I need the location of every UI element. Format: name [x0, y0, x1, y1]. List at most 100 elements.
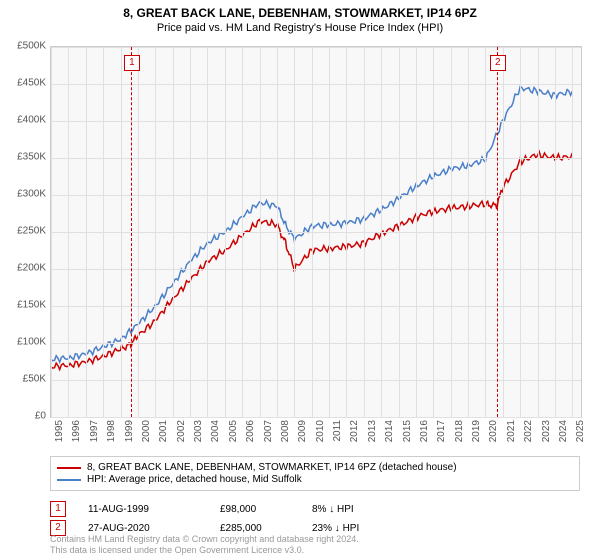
gridline-vertical	[294, 47, 295, 417]
x-axis-tick: 2017	[436, 420, 447, 442]
gridline-vertical	[155, 47, 156, 417]
gridline-vertical	[242, 47, 243, 417]
chart-footer: Contains HM Land Registry data © Crown c…	[50, 534, 359, 556]
x-axis-tick: 2018	[454, 420, 465, 442]
chart-container: 8, GREAT BACK LANE, DEBENHAM, STOWMARKET…	[0, 0, 600, 560]
gridline-vertical	[468, 47, 469, 417]
y-axis-tick: £200K	[4, 263, 46, 274]
sale-date: 27-AUG-2020	[88, 523, 198, 534]
gridline-vertical	[555, 47, 556, 417]
x-axis-tick: 2007	[263, 420, 274, 442]
gridline-vertical	[225, 47, 226, 417]
gridline-vertical	[346, 47, 347, 417]
legend-swatch-hpi	[57, 479, 81, 481]
gridline-vertical	[451, 47, 452, 417]
legend-swatch-property	[57, 467, 81, 469]
x-axis-tick: 2023	[541, 420, 552, 442]
gridline-vertical	[485, 47, 486, 417]
sale-marker-box: 2	[490, 55, 506, 71]
x-axis-tick: 2012	[349, 420, 360, 442]
gridline-vertical	[416, 47, 417, 417]
gridline-vertical	[86, 47, 87, 417]
footer-text: This data is licensed under the Open Gov…	[50, 545, 359, 556]
x-axis-tick: 2013	[367, 420, 378, 442]
legend-label: 8, GREAT BACK LANE, DEBENHAM, STOWMARKET…	[87, 462, 457, 473]
y-axis-tick: £150K	[4, 300, 46, 311]
x-axis-tick: 2024	[558, 420, 569, 442]
gridline-vertical	[520, 47, 521, 417]
x-axis-tick: 2004	[210, 420, 221, 442]
gridline-vertical	[381, 47, 382, 417]
chart-subtitle: Price paid vs. HM Land Registry's House …	[0, 20, 600, 38]
sale-marker-line	[497, 47, 498, 417]
x-axis-tick: 1995	[54, 420, 65, 442]
x-axis-tick: 2010	[315, 420, 326, 442]
x-axis-tick: 2020	[488, 420, 499, 442]
gridline-vertical	[572, 47, 573, 417]
gridline-vertical	[207, 47, 208, 417]
x-axis-tick: 1997	[89, 420, 100, 442]
chart-title: 8, GREAT BACK LANE, DEBENHAM, STOWMARKET…	[0, 0, 600, 20]
x-axis-tick: 2005	[228, 420, 239, 442]
y-axis-tick: £0	[4, 411, 46, 422]
y-axis-tick: £50K	[4, 374, 46, 385]
x-axis-tick: 2015	[402, 420, 413, 442]
gridline-vertical	[433, 47, 434, 417]
x-axis-tick: 2001	[158, 420, 169, 442]
gridline-vertical	[329, 47, 330, 417]
gridline-vertical	[68, 47, 69, 417]
sale-diff: 23% ↓ HPI	[312, 523, 402, 534]
gridline-vertical	[312, 47, 313, 417]
gridline-vertical	[121, 47, 122, 417]
gridline-vertical	[138, 47, 139, 417]
x-axis-tick: 2008	[280, 420, 291, 442]
x-axis-tick: 1999	[124, 420, 135, 442]
sale-diff: 8% ↓ HPI	[312, 504, 402, 515]
y-axis-tick: £500K	[4, 41, 46, 52]
x-axis-tick: 2002	[176, 420, 187, 442]
sale-row: 1 11-AUG-1999 £98,000 8% ↓ HPI	[50, 501, 580, 517]
x-axis-tick: 2014	[384, 420, 395, 442]
sale-marker-box: 1	[124, 55, 140, 71]
gridline-vertical	[260, 47, 261, 417]
x-axis-tick: 2011	[332, 420, 343, 442]
gridline-vertical	[399, 47, 400, 417]
gridline-vertical	[190, 47, 191, 417]
x-axis-tick: 2021	[506, 420, 517, 442]
gridline-horizontal	[51, 417, 581, 418]
gridline-vertical	[364, 47, 365, 417]
y-axis-tick: £300K	[4, 189, 46, 200]
x-axis-tick: 2006	[245, 420, 256, 442]
gridline-vertical	[103, 47, 104, 417]
y-axis-tick: £350K	[4, 152, 46, 163]
x-axis-tick: 2016	[419, 420, 430, 442]
x-axis-tick: 2000	[141, 420, 152, 442]
gridline-vertical	[173, 47, 174, 417]
x-axis-tick: 1998	[106, 420, 117, 442]
gridline-vertical	[51, 47, 52, 417]
sale-price: £285,000	[220, 523, 290, 534]
chart-legend: 8, GREAT BACK LANE, DEBENHAM, STOWMARKET…	[50, 456, 580, 491]
sale-marker-icon: 1	[50, 501, 66, 517]
sale-table: 1 11-AUG-1999 £98,000 8% ↓ HPI 2 27-AUG-…	[50, 498, 580, 539]
x-axis-tick: 2022	[523, 420, 534, 442]
y-axis-tick: £400K	[4, 115, 46, 126]
legend-item: 8, GREAT BACK LANE, DEBENHAM, STOWMARKET…	[57, 462, 573, 473]
y-axis-tick: £250K	[4, 226, 46, 237]
y-axis-tick: £100K	[4, 337, 46, 348]
gridline-vertical	[277, 47, 278, 417]
x-axis-tick: 2019	[471, 420, 482, 442]
gridline-vertical	[503, 47, 504, 417]
gridline-vertical	[538, 47, 539, 417]
x-axis-tick: 2003	[193, 420, 204, 442]
legend-label: HPI: Average price, detached house, Mid …	[87, 474, 302, 485]
sale-price: £98,000	[220, 504, 290, 515]
x-axis-tick: 1996	[71, 420, 82, 442]
chart-plot-area: 12	[50, 46, 582, 418]
footer-text: Contains HM Land Registry data © Crown c…	[50, 534, 359, 545]
sale-date: 11-AUG-1999	[88, 504, 198, 515]
y-axis-tick: £450K	[4, 78, 46, 89]
x-axis-tick: 2009	[297, 420, 308, 442]
sale-marker-line	[131, 47, 132, 417]
legend-item: HPI: Average price, detached house, Mid …	[57, 474, 573, 485]
